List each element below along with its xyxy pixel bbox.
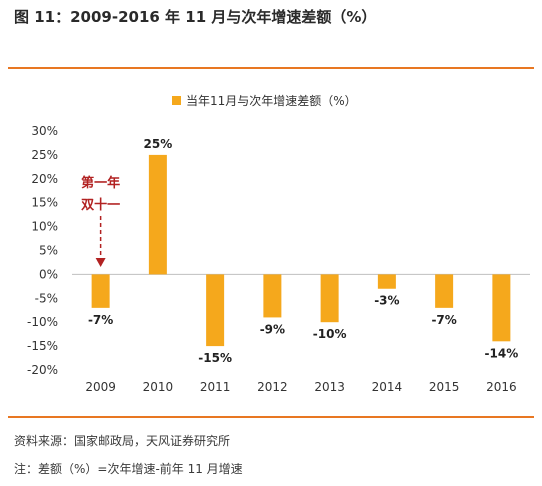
bar <box>148 154 167 275</box>
data-label: -3% <box>374 294 399 308</box>
x-tick-label: 2009 <box>85 380 116 394</box>
y-tick-label: -15% <box>27 339 58 353</box>
bars <box>91 154 511 347</box>
legend-label: 当年11月与次年增速差额（%） <box>186 94 357 108</box>
y-tick-label: 10% <box>31 220 58 234</box>
annotation-line-2: 双十一 <box>81 197 120 213</box>
source-note: 资料来源：国家邮政局，天风证券研究所 <box>14 434 231 448</box>
y-tick-label: -5% <box>35 291 58 305</box>
bar <box>91 274 110 308</box>
legend-swatch <box>172 96 181 105</box>
data-label: -7% <box>431 313 456 327</box>
x-tick-label: 2011 <box>200 380 231 394</box>
legend: 当年11月与次年增速差额（%） <box>172 94 357 108</box>
y-tick-label: 5% <box>39 244 58 258</box>
bar-chart: 当年11月与次年增速差额（%） 30% 25% 20% 15% 10% 5% 0% -5% -1… <box>27 94 530 394</box>
y-tick-label: 25% <box>31 148 58 162</box>
data-label: -15% <box>198 351 232 365</box>
bottom-rule <box>8 416 534 418</box>
bar <box>492 274 511 342</box>
data-labels: -7% 25% -15% -9% -10% -3% -7% -14% <box>88 137 518 365</box>
data-label: -9% <box>260 322 285 336</box>
data-label: -10% <box>313 327 347 341</box>
annotation-arrow-head <box>95 258 106 267</box>
bar <box>206 274 225 347</box>
data-label: -14% <box>485 346 519 360</box>
top-rule <box>8 67 534 69</box>
bar <box>263 274 282 318</box>
x-tick-label: 2012 <box>257 380 288 394</box>
first-singles-day-annotation: 第一年 双十一 <box>81 175 120 267</box>
y-tick-label: 0% <box>39 267 58 281</box>
bar <box>320 274 339 323</box>
y-tick-label: -10% <box>27 315 58 329</box>
y-tick-label: 20% <box>31 172 58 186</box>
definition-note: 注：差额（%）=次年增速-前年 11 月增速 <box>14 462 243 476</box>
y-tick-label: -20% <box>27 363 58 377</box>
y-axis: 30% 25% 20% 15% 10% 5% 0% -5% -10% -15% -20% <box>27 124 58 377</box>
x-axis: 2009 2010 2011 2012 2013 2014 2015 2016 <box>85 380 516 394</box>
annotation-line-1: 第一年 <box>81 175 120 191</box>
y-tick-label: 30% <box>31 124 58 138</box>
y-tick-label: 15% <box>31 196 58 210</box>
x-tick-label: 2010 <box>143 380 174 394</box>
x-tick-label: 2016 <box>486 380 517 394</box>
bar <box>377 274 396 289</box>
x-tick-label: 2014 <box>372 380 403 394</box>
bar <box>435 274 454 308</box>
data-label: -7% <box>88 313 113 327</box>
x-tick-label: 2013 <box>314 380 345 394</box>
x-tick-label: 2015 <box>429 380 460 394</box>
data-label: 25% <box>144 137 173 151</box>
figure-title: 图 11：2009-2016 年 11 月与次年增速差额（%） <box>14 8 377 26</box>
